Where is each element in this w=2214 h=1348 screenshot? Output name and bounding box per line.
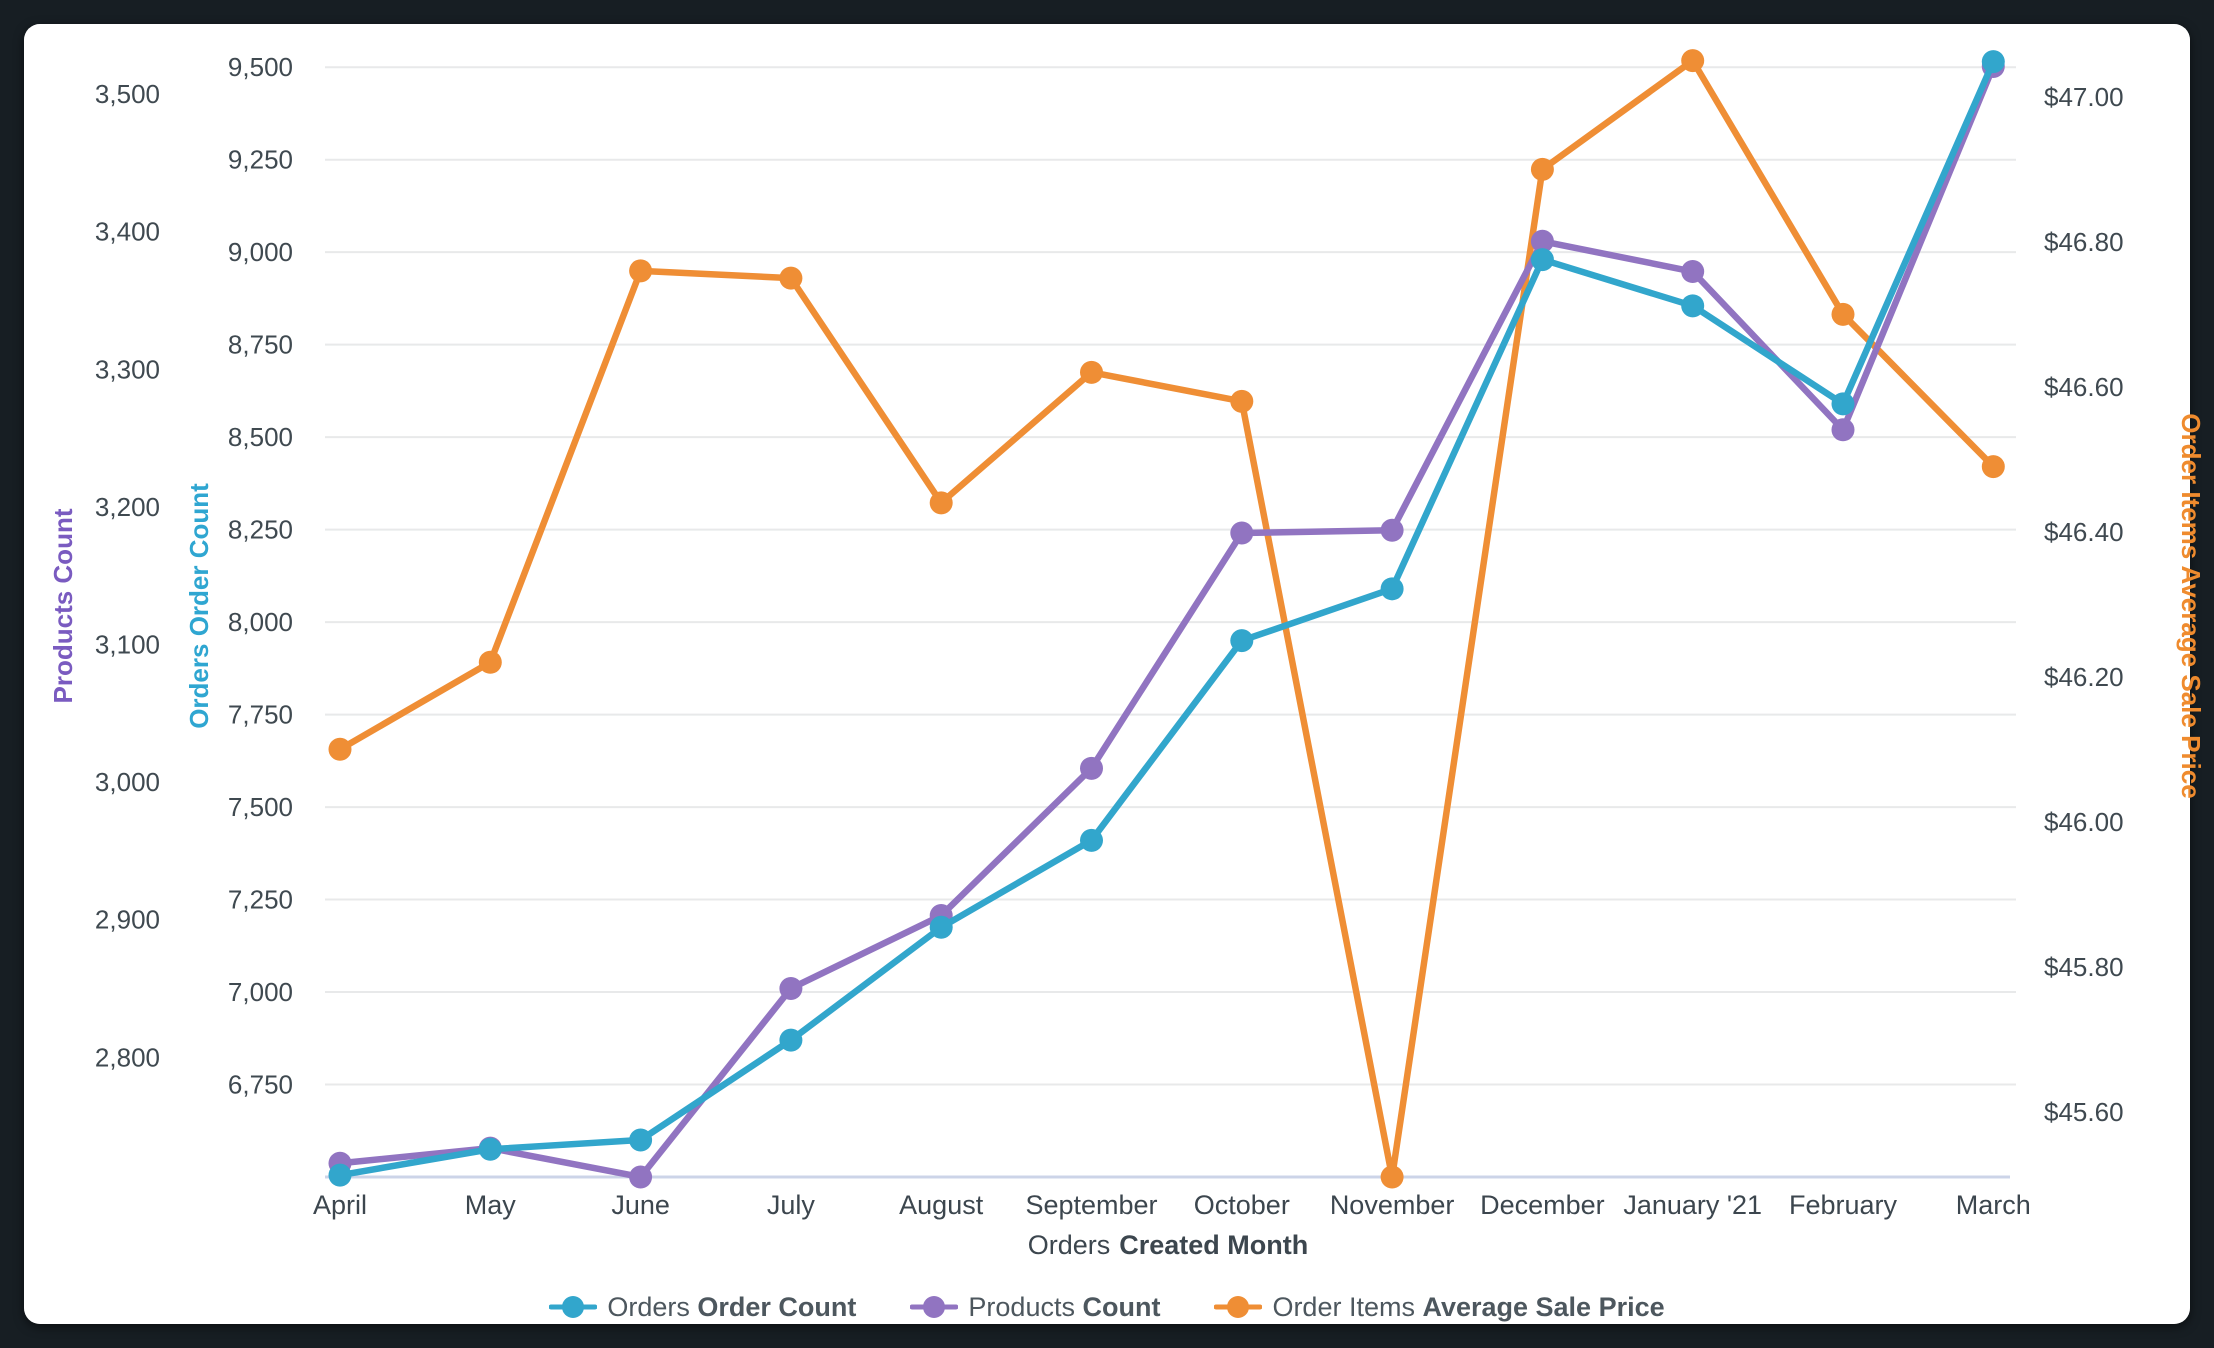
orders-tick-label: 8,250: [228, 515, 293, 545]
x-tick-label-December: December: [1480, 1190, 1605, 1220]
price-tick-label: $46.80: [2044, 227, 2124, 257]
products-tick-label: 3,000: [95, 767, 160, 797]
gridlines: [325, 66, 2016, 1179]
data-point-orders-order-count-February[interactable]: [1831, 392, 1855, 416]
products-tick-label: 3,300: [95, 354, 160, 384]
data-point-order-items-average-sale-price-October[interactable]: [1230, 389, 1254, 413]
data-point-orders-order-count-November[interactable]: [1380, 577, 1404, 601]
x-tick-label-July: July: [767, 1190, 816, 1220]
series-line-order-items-average-sale-price: [336, 57, 1997, 1181]
x-tick-label-September: September: [1025, 1190, 1157, 1220]
products-tick-label: 3,200: [95, 492, 160, 522]
series-order-items-average-sale-price: [328, 49, 2005, 1189]
products-axis-title: Products Count: [48, 508, 78, 703]
chart-legend: Orders Order Count Products Count Order It…: [24, 1284, 2190, 1330]
data-point-products-count-February[interactable]: [1831, 418, 1855, 442]
orders-tick-label: 7,500: [228, 792, 293, 822]
data-point-order-items-average-sale-price-May[interactable]: [478, 650, 502, 674]
products-tick-label: 3,500: [95, 79, 160, 109]
data-point-order-items-average-sale-price-September[interactable]: [1080, 360, 1103, 384]
data-point-products-count-June[interactable]: [629, 1165, 653, 1189]
x-tick-label-June: June: [611, 1190, 670, 1220]
series-lines: [328, 49, 2005, 1189]
data-point-products-count-December[interactable]: [1530, 229, 1554, 253]
price-tick-label: $46.20: [2044, 662, 2124, 692]
orders-tick-label: 9,250: [228, 145, 293, 175]
orders-tick-label: 9,000: [228, 237, 293, 267]
orders-tick-label: 7,250: [228, 885, 293, 915]
x-tick-label-January '21: January '21: [1623, 1190, 1762, 1220]
x-tick-label-October: October: [1194, 1190, 1290, 1220]
x-tick-label-August: August: [899, 1190, 984, 1220]
x-tick-label-March: March: [1956, 1190, 2031, 1220]
data-point-order-items-average-sale-price-January '21[interactable]: [1681, 49, 1705, 73]
price-tick-label: $46.40: [2044, 517, 2124, 547]
data-point-orders-order-count-August[interactable]: [929, 915, 953, 939]
data-point-orders-order-count-April[interactable]: [328, 1163, 352, 1187]
price-tick-label: $45.60: [2044, 1097, 2124, 1127]
data-point-products-count-September[interactable]: [1080, 756, 1103, 780]
price-axis-title: Order Items Average Sale Price: [2176, 413, 2206, 798]
series-products-count: [328, 55, 2005, 1189]
products-tick-label: 2,800: [95, 1042, 160, 1072]
x-axis-title: Orders Created Month: [1028, 1230, 1309, 1260]
orders-axis-title: Orders Order Count: [184, 483, 214, 729]
data-point-products-count-January '21[interactable]: [1681, 260, 1705, 284]
axis-tick-labels: 2,800 2,900 3,000 3,100 3,200 3,300 3,400 3,500…: [95, 52, 2124, 1220]
price-tick-label: $47.00: [2044, 82, 2124, 112]
legend-marker-icon: [549, 1296, 598, 1318]
x-axis-title-bold: Created Month: [1119, 1230, 1308, 1260]
data-point-order-items-average-sale-price-February[interactable]: [1831, 302, 1855, 326]
orders-tick-label: 8,500: [228, 422, 293, 452]
x-tick-label-February: February: [1789, 1190, 1898, 1220]
products-tick-label: 2,900: [95, 905, 160, 935]
data-point-products-count-July[interactable]: [779, 976, 803, 1000]
x-tick-label-April: April: [313, 1190, 367, 1220]
price-tick-label: $45.80: [2044, 952, 2124, 982]
legend-marker-icon: [1214, 1296, 1263, 1318]
legend-item-order-items-average-sale-price[interactable]: Order Items Average Sale Price: [1214, 1291, 1665, 1323]
data-point-orders-order-count-June[interactable]: [629, 1128, 653, 1152]
data-point-products-count-October[interactable]: [1230, 521, 1254, 545]
data-point-products-count-November[interactable]: [1380, 518, 1404, 542]
chart-card: [24, 24, 2190, 1324]
orders-tick-label: 9,500: [228, 52, 293, 82]
data-point-order-items-average-sale-price-August[interactable]: [929, 491, 953, 515]
legend-label: Orders Order Count: [607, 1291, 857, 1322]
legend-item-products-count[interactable]: Products Count: [910, 1292, 1160, 1323]
data-point-order-items-average-sale-price-June[interactable]: [629, 259, 653, 283]
data-point-order-items-average-sale-price-March[interactable]: [1981, 455, 2005, 479]
series-line-products-count: [336, 63, 1997, 1181]
series-line-orders-order-count: [336, 58, 1997, 1179]
orders-tick-label: 8,000: [228, 607, 293, 637]
x-tick-label-November: November: [1330, 1190, 1455, 1220]
data-point-orders-order-count-October[interactable]: [1230, 629, 1254, 653]
data-point-orders-order-count-May[interactable]: [478, 1137, 502, 1161]
price-tick-label: $46.60: [2044, 372, 2124, 402]
orders-tick-label: 6,750: [228, 1070, 293, 1100]
data-point-order-items-average-sale-price-April[interactable]: [328, 737, 352, 761]
legend-label: Products Count: [968, 1291, 1161, 1322]
data-point-orders-order-count-January '21[interactable]: [1681, 294, 1705, 318]
series-orders-order-count: [328, 50, 2005, 1187]
data-point-orders-order-count-July[interactable]: [779, 1028, 803, 1052]
products-tick-label: 3,100: [95, 629, 160, 659]
data-point-orders-order-count-December[interactable]: [1530, 248, 1554, 272]
legend-label: Order Items Average Sale Price: [1272, 1291, 1665, 1322]
legend-item-orders-order-count[interactable]: Orders Order Count: [549, 1292, 856, 1323]
legend-marker-icon: [910, 1296, 959, 1318]
x-tick-label-May: May: [465, 1190, 517, 1220]
data-point-order-items-average-sale-price-November[interactable]: [1380, 1165, 1404, 1189]
orders-tick-label: 7,000: [228, 977, 293, 1007]
orders-tick-label: 8,750: [228, 330, 293, 360]
orders-tick-label: 7,750: [228, 700, 293, 730]
products-tick-label: 3,400: [95, 217, 160, 247]
data-point-order-items-average-sale-price-December[interactable]: [1530, 157, 1554, 181]
price-tick-label: $46.00: [2044, 807, 2124, 837]
data-point-orders-order-count-March[interactable]: [1981, 50, 2005, 74]
data-point-orders-order-count-September[interactable]: [1080, 828, 1103, 852]
x-axis-title-regular: Orders: [1028, 1230, 1111, 1260]
data-point-order-items-average-sale-price-July[interactable]: [779, 266, 803, 290]
